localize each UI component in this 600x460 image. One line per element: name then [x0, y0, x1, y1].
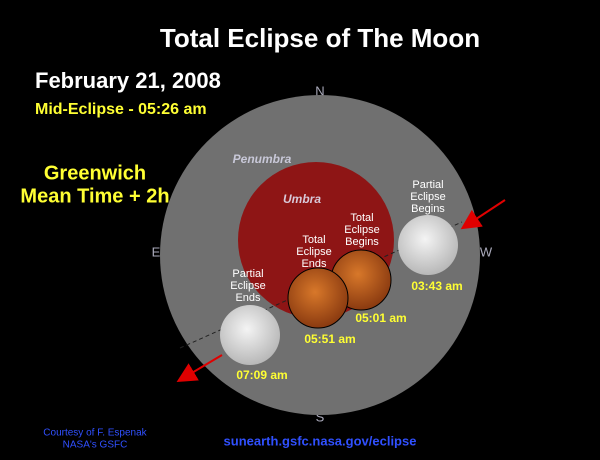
event-label: Begins [411, 203, 445, 215]
moon [398, 215, 458, 275]
event-label: Eclipse [230, 280, 265, 292]
url: sunearth.gsfc.nasa.gov/eclipse [224, 433, 417, 448]
event-label: Partial [412, 179, 443, 191]
mid-eclipse: Mid-Eclipse - 05:26 am [35, 101, 207, 118]
title: Total Eclipse of The Moon [160, 23, 480, 53]
event-time: 05:01 am [355, 311, 406, 325]
date: February 21, 2008 [35, 68, 221, 93]
arrow [460, 199, 506, 230]
event-label: Begins [345, 236, 379, 248]
event-label: Eclipse [410, 191, 445, 203]
compass-w: W [480, 244, 493, 259]
compass-n: N [315, 83, 324, 98]
event-time: 05:51 am [304, 332, 355, 346]
moon [287, 267, 349, 329]
event-label: Ends [235, 292, 261, 304]
umbra-label: Umbra [283, 192, 321, 206]
timezone: Greenwich [44, 162, 146, 184]
penumbra-label: Penumbra [233, 152, 292, 166]
event-label: Eclipse [344, 224, 379, 236]
event-label: Partial [232, 268, 263, 280]
compass-s: S [316, 409, 325, 424]
compass-e: E [152, 244, 161, 259]
event-label: Eclipse [296, 246, 331, 258]
event-label: Total [302, 234, 325, 246]
event-label: Ends [301, 258, 327, 270]
event-time: 07:09 am [236, 368, 287, 382]
arrow [176, 354, 223, 383]
event-label: Total [350, 212, 373, 224]
timezone: Mean Time + 2h [20, 185, 169, 207]
event-time: 03:43 am [411, 279, 462, 293]
moon [220, 305, 280, 365]
credit: Courtesy of F. Espenak [43, 428, 147, 439]
credit: NASA's GSFC [63, 440, 128, 451]
